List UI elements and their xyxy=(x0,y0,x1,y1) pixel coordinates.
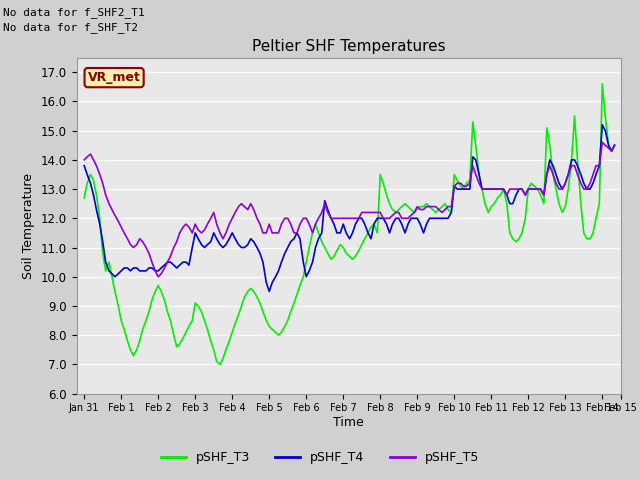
Text: No data for f_SHF2_T1: No data for f_SHF2_T1 xyxy=(3,7,145,18)
pSHF_T5 xyxy=(154,274,162,280)
X-axis label: Time: Time xyxy=(333,416,364,429)
Line: pSHF_T5: pSHF_T5 xyxy=(84,143,614,277)
Line: pSHF_T4: pSHF_T4 xyxy=(84,125,614,291)
pSHF_T3 xyxy=(374,230,381,236)
pSHF_T3 xyxy=(598,81,606,87)
Title: Peltier SHF Temperatures: Peltier SHF Temperatures xyxy=(252,39,445,54)
pSHF_T3 xyxy=(339,245,347,251)
pSHF_T5 xyxy=(488,186,495,192)
pSHF_T4 xyxy=(266,288,273,294)
pSHF_T5 xyxy=(469,163,477,168)
pSHF_T3 xyxy=(278,329,285,335)
pSHF_T4 xyxy=(555,180,563,186)
pSHF_T5 xyxy=(555,186,563,192)
pSHF_T5 xyxy=(374,210,381,216)
pSHF_T4 xyxy=(488,186,495,192)
pSHF_T5 xyxy=(598,140,606,145)
pSHF_T4 xyxy=(598,122,606,128)
pSHF_T5 xyxy=(339,216,347,221)
pSHF_T4 xyxy=(469,154,477,160)
Y-axis label: Soil Temperature: Soil Temperature xyxy=(22,173,35,278)
pSHF_T4 xyxy=(339,221,347,227)
pSHF_T4 xyxy=(81,163,88,168)
pSHF_T3 xyxy=(81,195,88,201)
pSHF_T4 xyxy=(611,143,618,148)
Text: VR_met: VR_met xyxy=(88,71,141,84)
pSHF_T3 xyxy=(469,119,477,125)
Text: No data for f_SHF_T2: No data for f_SHF_T2 xyxy=(3,22,138,33)
pSHF_T5 xyxy=(278,221,285,227)
pSHF_T3 xyxy=(216,361,224,367)
pSHF_T5 xyxy=(81,157,88,163)
pSHF_T3 xyxy=(488,204,495,209)
Legend: pSHF_T3, pSHF_T4, pSHF_T5: pSHF_T3, pSHF_T4, pSHF_T5 xyxy=(156,446,484,469)
pSHF_T3 xyxy=(555,201,563,206)
pSHF_T4 xyxy=(278,259,285,265)
Line: pSHF_T3: pSHF_T3 xyxy=(84,84,614,364)
pSHF_T5 xyxy=(611,143,618,148)
pSHF_T3 xyxy=(611,143,618,148)
pSHF_T4 xyxy=(374,216,381,221)
